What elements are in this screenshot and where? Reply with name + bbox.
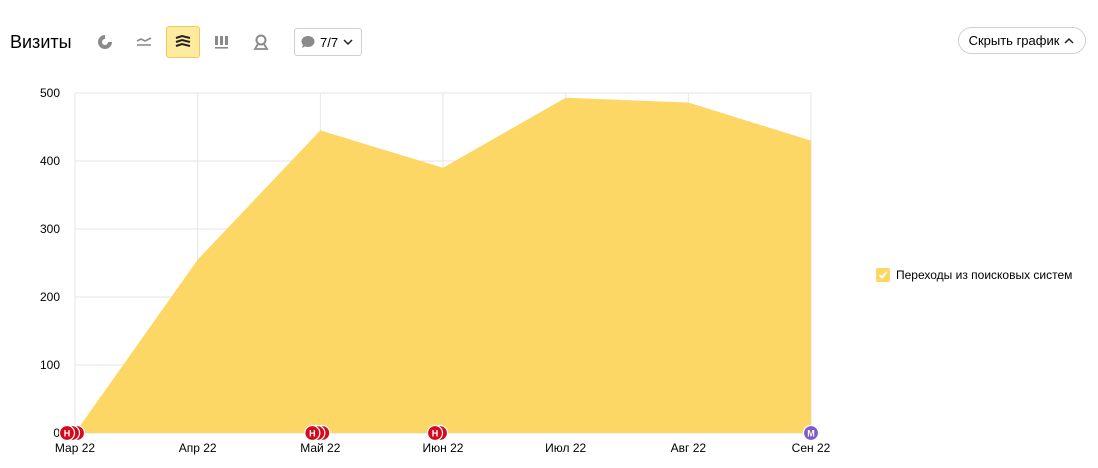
x-tick-label: Апр 22 <box>179 441 217 455</box>
pie-chart-button[interactable] <box>88 26 122 58</box>
line-chart-button[interactable] <box>127 26 161 58</box>
x-tick-label: Авг 22 <box>671 441 707 455</box>
annotation-marker-label: М <box>807 429 815 439</box>
area-chart-button[interactable] <box>166 26 200 58</box>
annotation-marker-circle <box>426 424 444 442</box>
legend-item[interactable]: Переходы из поисковых систем <box>876 268 1072 282</box>
bar-chart-icon <box>215 36 228 49</box>
hide-chart-button[interactable]: Скрыть график <box>958 27 1086 54</box>
annotations-dropdown[interactable]: 7/7 <box>294 28 362 56</box>
hide-chart-label: Скрыть график <box>968 33 1060 48</box>
legend-label: Переходы из поисковых систем <box>896 268 1073 282</box>
x-tick-label: Сен 22 <box>792 441 831 455</box>
annotation-marker[interactable]: М <box>802 424 820 442</box>
annotations-count: 7/7 <box>320 34 339 50</box>
checkmark-icon <box>878 271 888 279</box>
x-tick-label: Май 22 <box>300 441 341 455</box>
area-chart-icon <box>175 34 191 47</box>
annotation-marker[interactable]: Н <box>304 424 331 442</box>
annotation-marker-circle <box>802 424 820 442</box>
x-tick-label: Июл 22 <box>545 441 586 455</box>
legend-checkbox[interactable] <box>876 268 890 282</box>
y-tick-label: 500 <box>40 86 60 100</box>
annotation-marker[interactable]: Н <box>426 424 449 442</box>
map-button[interactable] <box>244 26 278 58</box>
annotation-marker[interactable]: Н <box>58 424 86 442</box>
y-axis: 0 100 200 300 400 500 <box>40 86 60 440</box>
pie-chart-icon <box>98 35 112 49</box>
comment-icon <box>301 36 315 48</box>
annotation-marker-label: Н <box>64 429 71 439</box>
line-chart-icon <box>136 37 152 46</box>
annotation-marker-circle <box>58 424 76 442</box>
x-tick-label: Июн 22 <box>423 441 464 455</box>
x-tick-label: Мар 22 <box>55 441 95 455</box>
annotation-marker-circle <box>304 424 321 442</box>
y-tick-label: 200 <box>40 290 60 304</box>
chevron-down-icon <box>343 39 353 46</box>
page-title: Визиты <box>10 32 72 52</box>
area-chart: 0 100 200 300 400 500 Мар 22 Апр 22 Май 22 Июн 2… <box>40 86 831 455</box>
chevron-up-icon <box>1064 37 1074 44</box>
annotation-marker-label: Н <box>432 429 439 439</box>
x-axis: Мар 22 Апр 22 Май 22 Июн 22 Июл 22 Авг 22 Сен … <box>55 441 831 455</box>
y-tick-label: 0 <box>53 426 60 440</box>
bar-chart-button[interactable] <box>205 26 239 58</box>
y-tick-label: 100 <box>40 358 60 372</box>
map-icon <box>253 34 269 50</box>
area-series-0 <box>75 97 811 433</box>
annotation-marker-label: Н <box>309 429 316 439</box>
y-tick-label: 400 <box>40 154 60 168</box>
y-tick-label: 300 <box>40 222 60 236</box>
